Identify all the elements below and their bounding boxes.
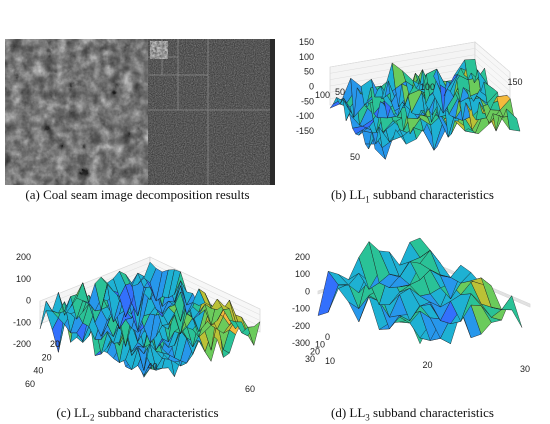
z-tick-label: 100 (16, 274, 31, 284)
x-tick-label: 60 (245, 384, 255, 394)
x-tick-label: 20 (422, 360, 432, 370)
ll-approximation-block (150, 41, 168, 59)
grid-line (329, 41, 476, 68)
z-tick-label: 0 (305, 286, 310, 296)
y-tick-label: 0 (55, 339, 60, 349)
y-tick-label: 40 (33, 366, 43, 376)
grid-line (474, 41, 511, 73)
z-tick-label: 200 (295, 252, 310, 262)
surface-mesh-d (317, 237, 523, 345)
grid-line (329, 48, 476, 74)
panel-d: 200 100 0 -100 -200 -300 30 20 10 0 10 20 30 (d) LL3… (275, 212, 550, 424)
caption-a: (a) Coal seam image decomposition result… (25, 187, 250, 202)
caption-c-rest: subband characteristics (94, 405, 219, 420)
surface-face (501, 295, 523, 328)
y-tick-label: 50 (350, 152, 360, 162)
y-tick-label: 0 (325, 332, 330, 342)
panel-a: (a) Coal seam image decomposition result… (0, 0, 294, 212)
z-tick-label: 50 (304, 67, 314, 77)
z-tick-label: -100 (292, 304, 310, 314)
z-tick-label: -200 (292, 321, 310, 331)
grid-line (474, 60, 511, 92)
grid-line (474, 67, 511, 98)
caption-c-prefix: (c) LL (56, 405, 90, 420)
z-tick-label: -100 (13, 317, 31, 327)
grid-line (149, 256, 261, 310)
panel-b: 150 100 50 0 -50 -100 -150 100 50 50 100 150 (b) LL… (275, 0, 550, 212)
z-tick-label: -200 (13, 339, 31, 349)
z-tick-label: 100 (295, 269, 310, 279)
grid-line (474, 48, 511, 79)
surface-plot-ll1: 150 100 50 0 -50 -100 -150 100 50 50 100 150 (296, 37, 523, 162)
caption-b: (b) LL1 subband characteristics (275, 187, 550, 205)
z-tick-label: 150 (299, 37, 314, 47)
caption-d-prefix: (d) LL (331, 405, 366, 420)
caption-c-sub: 2 (89, 412, 95, 423)
z-tick-label: -150 (296, 126, 314, 136)
z-tick-label: -300 (292, 338, 310, 348)
z-tick-label: 200 (16, 252, 31, 262)
surface-face (247, 321, 261, 347)
y-tick-label: 100 (315, 90, 330, 100)
y-tick-label: 20 (42, 352, 52, 362)
panel-c: 200 100 0 -100 -200 60 40 20 0 20 40 60 (c) LL2 sub… (0, 212, 275, 424)
caption-d-sub: 3 (365, 412, 370, 423)
wavelet-decomposition-image (148, 39, 270, 185)
grid-line (329, 54, 476, 80)
surface-mesh-b (329, 59, 521, 161)
caption-b-prefix: (b) LL (331, 187, 366, 202)
x-tick-label: 30 (520, 364, 530, 374)
y-tick-label: 10 (315, 339, 325, 349)
surface-face (506, 108, 521, 132)
z-tick-label: 0 (26, 296, 31, 306)
y-tick-label: 30 (305, 354, 315, 364)
x-tick-label: 20 (50, 339, 60, 349)
y-tick-label: 20 (310, 347, 320, 357)
surface-mesh-c (39, 261, 261, 378)
decomposition-images (5, 39, 294, 185)
z-tick-label: 0 (309, 82, 314, 92)
x-tick-label: 10 (325, 356, 335, 366)
caption-b-sub: 1 (365, 194, 370, 205)
x-tick-label: 100 (420, 82, 435, 92)
grid-line (474, 54, 511, 85)
z-tick-label: -100 (296, 111, 314, 121)
x-tick-label: 50 (335, 87, 345, 97)
x-tick-label: 150 (507, 77, 522, 87)
caption-d: (d) LL3 subband characteristics (275, 405, 550, 423)
caption-c: (c) LL2 subband characteristics (0, 405, 275, 423)
coal-seam-image (5, 39, 148, 185)
z-tick-label: 100 (299, 52, 314, 62)
z-tick-label: -50 (301, 96, 314, 106)
caption-d-rest: subband characteristics (369, 405, 494, 420)
subband-grid-lines (148, 39, 270, 185)
x-tick-label: 40 (147, 362, 157, 372)
y-tick-label: 60 (25, 379, 35, 389)
caption-b-rest: subband characteristics (369, 187, 494, 202)
